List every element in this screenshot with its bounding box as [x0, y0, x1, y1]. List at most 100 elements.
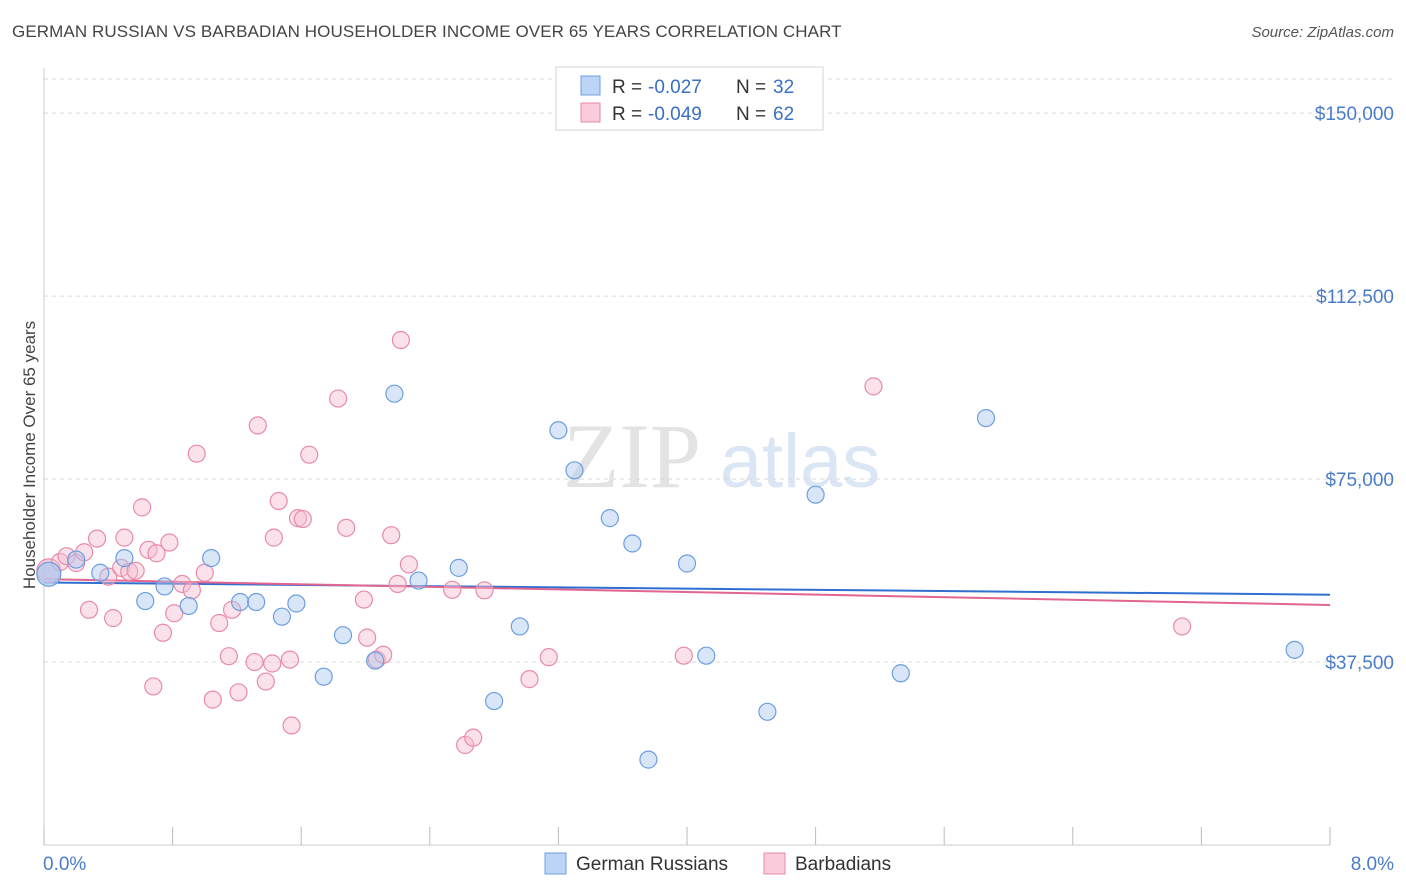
point-german-russians-25 [677, 554, 697, 573]
point-german-russians-16 [409, 571, 428, 590]
point-barbadians-34 [269, 491, 288, 511]
legend-n-value-2: 62 [773, 104, 794, 125]
point-german-russians-4 [136, 591, 155, 611]
point-german-russians-30 [976, 408, 996, 428]
y-tick-label-1: $75,000 [1325, 470, 1394, 491]
point-german-russians-20 [549, 421, 568, 440]
trend-lines [43, 578, 1331, 606]
point-barbadians-29 [245, 652, 264, 672]
series-legend-swatch-german-russians [544, 852, 567, 875]
legend-r-label-1: R = [612, 77, 642, 98]
point-barbadians-8 [104, 609, 123, 628]
point-barbadians-46 [382, 526, 401, 545]
y-tick-label-3: $150,000 [1315, 104, 1394, 125]
point-barbadians-30 [248, 416, 267, 435]
point-barbadians-19 [165, 604, 184, 623]
point-barbadians-15 [144, 677, 163, 696]
point-barbadians-43 [358, 628, 377, 647]
x-tick-label-min: 0.0% [43, 854, 86, 875]
point-german-russians-1 [67, 550, 86, 569]
point-barbadians-18 [160, 533, 179, 552]
point-german-russians-8 [231, 592, 250, 612]
point-barbadians-13 [132, 498, 152, 517]
point-german-russians-23 [623, 534, 642, 553]
correlation-legend: R = -0.027 N = 32 R = -0.049 N = 62 [555, 66, 824, 131]
point-german-russians-2 [91, 563, 110, 582]
point-german-russians-21 [565, 461, 584, 480]
trend-line-german-russians [43, 581, 1331, 596]
point-barbadians-25 [210, 613, 229, 633]
point-german-russians-17 [449, 558, 468, 577]
legend-swatch-pink [580, 102, 601, 123]
point-barbadians-32 [263, 654, 282, 673]
point-barbadians-2 [57, 547, 76, 566]
chart-title: GERMAN RUSSIAN VS BARBADIAN HOUSEHOLDER … [12, 22, 842, 41]
point-german-russians-31 [1285, 640, 1304, 659]
point-barbadians-49 [399, 555, 419, 574]
series-legend: German Russians Barbadians [544, 852, 891, 875]
source-credit: Source: ZipAtlas.com [1251, 24, 1394, 41]
legend-n-label-2: N = [736, 104, 766, 125]
point-german-russians-11 [287, 594, 306, 613]
point-barbadians-47 [388, 574, 407, 594]
y-tick-label-0: $37,500 [1325, 653, 1394, 674]
point-barbadians-54 [520, 670, 539, 689]
y-axis-label: Householder Income Over 65 years [20, 321, 39, 589]
point-barbadians-24 [203, 690, 222, 709]
point-barbadians-48 [391, 330, 410, 350]
point-barbadians-5 [79, 600, 99, 619]
point-german-russians-28 [806, 485, 825, 504]
point-german-russians-7 [202, 549, 221, 568]
point-barbadians-52 [464, 728, 483, 747]
point-barbadians-36 [282, 716, 301, 735]
point-german-russians-3 [115, 549, 134, 568]
point-barbadians-26 [219, 647, 238, 666]
legend-swatch-blue [580, 75, 601, 96]
x-tick-label-max: 8.0% [1351, 854, 1394, 875]
point-barbadians-11 [120, 562, 139, 581]
point-german-russians-13 [333, 626, 353, 645]
point-barbadians-40 [329, 389, 348, 408]
point-german-russians-24 [639, 750, 658, 769]
point-barbadians-28 [229, 683, 248, 702]
point-german-russians-9 [247, 592, 266, 612]
grid-lines [44, 78, 1394, 663]
point-barbadians-21 [182, 581, 201, 600]
point-barbadians-33 [264, 528, 283, 547]
point-german-russians-29 [891, 664, 910, 683]
point-german-russians-14 [366, 651, 385, 670]
watermark-zip: ZIP [563, 405, 701, 507]
series-legend-swatch-barbadians [763, 852, 786, 875]
legend-n-value-1: 32 [773, 77, 794, 98]
point-barbadians-12 [126, 561, 145, 580]
point-barbadians-39 [300, 445, 319, 464]
legend-r-label-2: R = [612, 104, 642, 125]
trend-line-barbadians [43, 578, 1331, 606]
point-german-russians-22 [600, 509, 619, 528]
point-barbadians-50 [443, 580, 462, 599]
point-barbadians-38 [293, 509, 312, 529]
point-barbadians-56 [674, 646, 693, 665]
y-tick-label-2: $112,500 [1316, 287, 1394, 308]
series-legend-barbadians: Barbadians [795, 854, 891, 875]
point-barbadians-55 [539, 648, 558, 667]
point-german-russians-18 [485, 691, 504, 711]
point-barbadians-16 [147, 544, 166, 563]
point-german-russians-12 [314, 667, 333, 686]
point-barbadians-17 [153, 623, 173, 642]
legend-n-label-1: N = [736, 77, 766, 98]
point-barbadians-10 [115, 528, 134, 547]
point-german-russians-19 [510, 617, 529, 636]
point-barbadians-20 [173, 574, 192, 594]
axes [43, 68, 1331, 846]
point-barbadians-57 [864, 377, 883, 396]
point-barbadians-6 [87, 529, 107, 548]
point-german-russians-6 [179, 596, 198, 616]
point-barbadians-42 [354, 590, 373, 609]
point-barbadians-22 [187, 444, 206, 463]
data-points [36, 330, 1304, 769]
point-german-russians-0 [36, 561, 62, 587]
point-german-russians-10 [272, 607, 292, 626]
point-barbadians-35 [280, 650, 300, 669]
